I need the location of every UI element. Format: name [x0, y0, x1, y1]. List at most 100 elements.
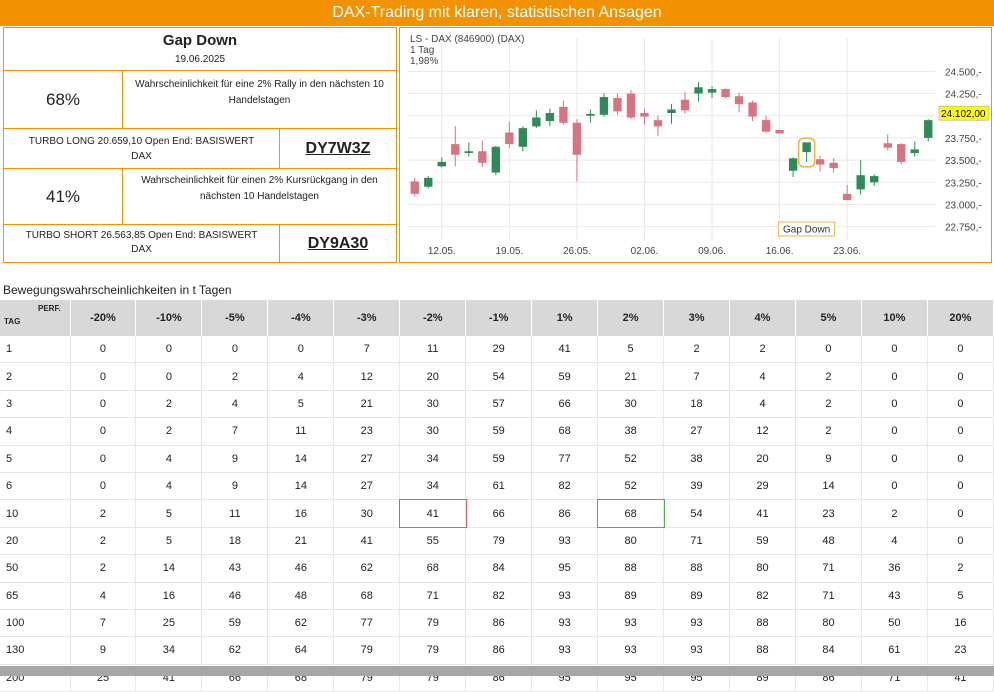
table-cell: 30: [399, 417, 467, 446]
table-cell: 7: [663, 362, 731, 391]
candle-body: [910, 149, 919, 153]
candle-body: [545, 113, 555, 122]
y-tick-label: 22.750,-: [945, 223, 982, 234]
table-cell: 80: [597, 527, 665, 556]
table-cell: 71: [795, 554, 862, 583]
table-cell: 30: [597, 390, 665, 419]
candle-body: [532, 117, 541, 127]
column-header: 1%: [531, 300, 599, 336]
table-row: 2 0 0 2 4 12 20 54 59 21 7 4 2 0 0: [0, 362, 994, 391]
table-cell: 2: [795, 390, 862, 419]
candle-body: [802, 142, 811, 153]
table-cell: 2: [135, 417, 203, 446]
table-cell: 7: [201, 417, 269, 446]
table-cell: 34: [135, 636, 203, 665]
y-tick-label: 24.500,-: [945, 67, 982, 78]
table-cell: 12: [333, 362, 401, 391]
table-cell: 0: [927, 472, 994, 501]
short-product-code[interactable]: DY9A30: [307, 235, 369, 252]
table-cell: 82: [729, 582, 796, 610]
candlestick-chart: 24.500,-24.250,-24.000,-23.750,-23.500,-…: [408, 34, 990, 257]
table-cell: 64: [267, 636, 335, 665]
table-cell: 54: [465, 362, 533, 391]
candle-body: [694, 87, 703, 94]
table-cell: 48: [795, 527, 862, 556]
table-cell: 93: [663, 609, 731, 638]
table-row: 100 7 25 59 62 77 79 86 93 93 93 88 80 50 16: [0, 609, 994, 638]
table-cell: 7: [70, 609, 137, 638]
table-cell: 2: [729, 336, 796, 364]
candle-body: [788, 158, 798, 171]
table-cell: 86: [465, 609, 533, 638]
table-cell: 11: [399, 336, 467, 364]
candle-body: [518, 128, 528, 147]
table-cell: 62: [267, 609, 335, 638]
table-cell: 27: [333, 445, 401, 473]
table-cell: 4: [135, 445, 203, 473]
column-header: 4%: [729, 300, 796, 336]
table-cell: 4: [201, 390, 269, 419]
short-product: TURBO SHORT 26.563,85 Open End: BASISWER…: [4, 225, 280, 262]
table-cell: 48: [267, 582, 335, 610]
row-day-label: 130: [0, 636, 71, 665]
table-cell: 9: [201, 472, 269, 501]
x-tick-label: 23.06.: [833, 246, 861, 257]
table-cell: 5: [135, 499, 203, 528]
y-tick-label: 24.250,-: [945, 90, 982, 101]
x-tick-label: 12.05.: [428, 246, 456, 257]
x-tick-label: 09.06.: [698, 246, 726, 257]
x-tick-label: 19.05.: [495, 246, 523, 257]
table-title: Bewegungswahrscheinlichkeiten in t Tagen: [3, 283, 232, 297]
candle-body: [505, 132, 514, 145]
table-cell: 0: [70, 472, 137, 501]
candle-body: [734, 96, 744, 105]
table-cell: 29: [729, 472, 796, 501]
row-day-label: 20: [0, 527, 71, 556]
table-row: 6 0 4 9 14 27 34 61 82 52 39 29 14 0 0: [0, 472, 994, 501]
table-cell: 21: [597, 362, 665, 391]
table-cell: 77: [333, 609, 401, 638]
table-cell: 68: [531, 417, 599, 446]
table-cell: 0: [927, 445, 994, 473]
column-header: -20%: [70, 300, 137, 336]
table-cell: 41: [531, 336, 599, 364]
table-cell: 68: [333, 582, 401, 610]
table-cell: 59: [201, 609, 269, 638]
table-cell: 9: [795, 445, 862, 473]
column-header: -5%: [201, 300, 269, 336]
table-cell: 0: [861, 336, 928, 364]
table-cell: 50: [861, 609, 928, 638]
table-cell: 59: [465, 417, 533, 446]
table-cell: 11: [267, 417, 335, 446]
candle-body: [464, 151, 473, 153]
long-product-code[interactable]: DY7W3Z: [280, 129, 396, 169]
table-cell: 52: [597, 445, 665, 473]
table-cell: 20: [399, 362, 467, 391]
table-cell: 71: [795, 582, 862, 610]
table-cell: 38: [597, 417, 665, 446]
table-cell: 84: [795, 636, 862, 665]
x-tick-label: 02.06.: [631, 246, 659, 257]
table-cell: 62: [201, 636, 269, 665]
table-cell: 88: [729, 636, 796, 665]
table-cell: 14: [795, 472, 862, 501]
table-cell: 0: [927, 499, 994, 528]
table-cell: 82: [531, 472, 599, 501]
table-cell: 77: [531, 445, 599, 473]
table-cell: 71: [663, 527, 731, 556]
column-header: -4%: [267, 300, 335, 336]
row-day-label: 1: [0, 336, 71, 364]
candle-body: [883, 143, 892, 148]
y-tick-label: 23.250,-: [945, 178, 982, 189]
table-cell: 0: [70, 390, 137, 419]
chart-header-change: 1,98%: [410, 56, 438, 67]
candle-body: [599, 97, 609, 115]
table-cell: 46: [267, 554, 335, 583]
table-cell: 0: [135, 336, 203, 364]
price-chart: 24.500,-24.250,-24.000,-23.750,-23.500,-…: [399, 27, 992, 263]
table-cell: 54: [663, 499, 731, 528]
table-cell: 0: [861, 390, 928, 419]
candle-body: [613, 97, 622, 112]
table-cell: 30: [333, 499, 401, 528]
table-cell: 59: [465, 445, 533, 473]
